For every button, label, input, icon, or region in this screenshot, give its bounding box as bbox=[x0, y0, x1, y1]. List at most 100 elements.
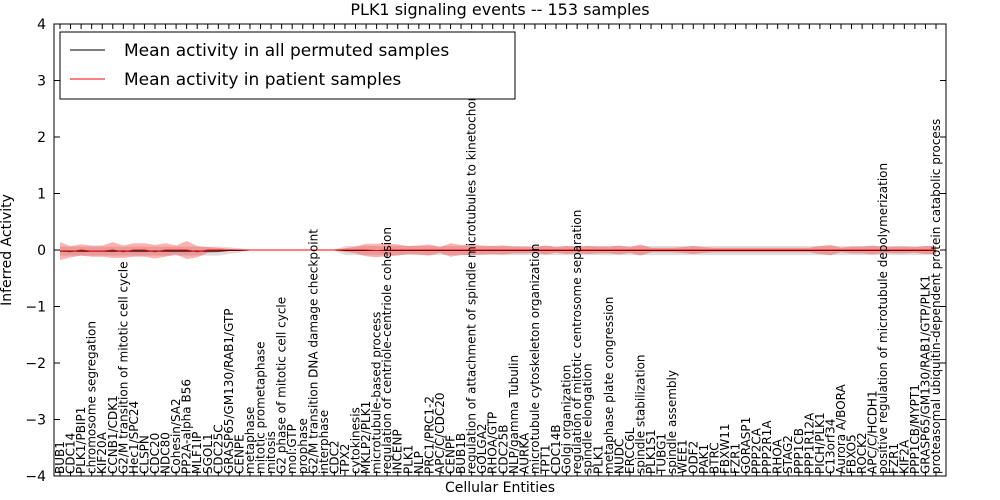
entity-label: CDC2 bbox=[327, 440, 341, 474]
entity-label: microtubule cytoskeleton organization bbox=[528, 244, 542, 474]
y-tick-label: −1 bbox=[25, 300, 46, 316]
chart-title: PLK1 signaling events -- 153 samples bbox=[350, 0, 649, 19]
entity-label: Hec1/SPC24 bbox=[127, 401, 141, 474]
entity-label: CLSPN bbox=[137, 435, 151, 474]
entity-label: NDC80 bbox=[159, 432, 173, 474]
entity-label: chromosome segregation bbox=[85, 321, 99, 474]
entity-label: KIF2A bbox=[897, 439, 911, 474]
entity-label: MLF1IP bbox=[190, 432, 204, 474]
entity-label: NLP/gamma Tubulin bbox=[507, 355, 521, 474]
legend-label-permuted: Mean activity in all permuted samples bbox=[124, 41, 449, 61]
entity-label: PLK1 bbox=[591, 445, 605, 474]
entity-label: PP2A-alpha B56 bbox=[180, 379, 194, 474]
entity-label: metaphase plate congression bbox=[602, 297, 616, 474]
entity-label: microtubule-based process bbox=[370, 312, 384, 474]
y-axis: −4 −3 −2 −1 0 1 2 3 4 bbox=[25, 17, 946, 485]
entity-label: G2 phase of mitotic cell cycle bbox=[275, 297, 289, 474]
entity-label: PPP2CA bbox=[750, 427, 764, 474]
entity-label: RHOA bbox=[771, 438, 785, 474]
y-tick-label: 0 bbox=[37, 243, 46, 259]
entity-label: AURKA bbox=[517, 432, 531, 474]
entity-label: regulation of attachment of spindle micr… bbox=[465, 89, 479, 474]
entity-label: regulation of centriole-centriole cohesi… bbox=[380, 227, 394, 474]
entity-label: spindle stabilization bbox=[633, 354, 647, 474]
series-line-permuted bbox=[60, 249, 936, 252]
entity-label: spindle elongation bbox=[581, 363, 595, 474]
entity-label: GORASP1 bbox=[739, 417, 753, 474]
entity-label: CCNB1/CDK1 bbox=[106, 395, 120, 474]
entity-label: PRC1/PRC1-2 bbox=[422, 396, 436, 474]
y-tick-label: 4 bbox=[37, 17, 46, 33]
entity-label: CDC14 bbox=[64, 433, 78, 474]
y-tick-label: −2 bbox=[25, 356, 46, 372]
entity-label: BTRC bbox=[707, 442, 721, 474]
entity-label: TUBG1 bbox=[655, 433, 669, 475]
entity-label: ODF2 bbox=[686, 441, 700, 474]
entity-label: mitosis bbox=[264, 431, 278, 474]
entity-label: PLK1/PBIP1 bbox=[74, 407, 88, 474]
entity-label: prophase bbox=[296, 418, 310, 474]
legend: Mean activity in all permuted samples Me… bbox=[59, 31, 516, 100]
entity-label: TPT1 bbox=[538, 444, 552, 475]
entity-label: GOLGA2 bbox=[475, 423, 489, 474]
y-tick-label: −4 bbox=[25, 469, 46, 485]
entity-label: MKLP2/PLK1 bbox=[359, 401, 373, 474]
entity-label: SGOL1 bbox=[201, 433, 215, 474]
entity-label: regulation of mitotic centrosome separat… bbox=[570, 210, 584, 474]
entity-label: spindle assembly bbox=[665, 370, 679, 474]
entity-label: proteasomal ubiquitin-dependent protein … bbox=[929, 119, 943, 474]
entity-label: PPP1CB bbox=[792, 428, 806, 474]
entity-label: CDC14B bbox=[549, 425, 563, 475]
entity-label: GRASP65/GM130/RAB1/GTP/PLK1 bbox=[918, 275, 932, 474]
entity-label: Cohesin/SA2 bbox=[169, 398, 183, 474]
entity-label: PLK1 bbox=[401, 445, 415, 474]
entity-label: G2/M transition DNA damage checkpoint bbox=[306, 229, 320, 474]
entity-label: CENPE bbox=[232, 434, 246, 474]
entity-label: mitotic prometaphase bbox=[254, 342, 268, 475]
series-lines bbox=[59, 249, 936, 253]
entity-label: FZR1 bbox=[728, 443, 742, 474]
entity-label: ERCC6L bbox=[623, 427, 637, 474]
entity-label: CDC20 bbox=[148, 433, 162, 474]
entity-label: metaphase bbox=[243, 407, 257, 474]
entity-label: positive regulation of microtubule depol… bbox=[876, 163, 890, 474]
entity-label: KIF20A bbox=[95, 431, 109, 474]
entity-label: PLK1S1 bbox=[644, 429, 658, 474]
entity-label: NLP bbox=[412, 451, 426, 474]
entity-label: FBXO5 bbox=[845, 434, 859, 474]
entity-label: APC/C/HCDH1 bbox=[866, 390, 880, 474]
y-axis-title: Inferred Activity bbox=[0, 194, 15, 306]
entity-label: PICH/PLK1 bbox=[813, 412, 827, 474]
entity-label: FZR1 bbox=[887, 443, 901, 474]
series-line-patient bbox=[59, 249, 936, 253]
entity-label: STAG2 bbox=[781, 435, 795, 474]
entity-label: FBXW11 bbox=[718, 424, 732, 475]
x-axis-title: Cellular Entities bbox=[445, 480, 555, 496]
entity-label: PPP1CB/MYPT1 bbox=[908, 384, 922, 474]
entity-label: CENPF bbox=[444, 435, 458, 474]
entity-label: INCENP bbox=[391, 429, 405, 474]
entity-label: BUB1 bbox=[53, 441, 67, 474]
legend-box bbox=[59, 31, 516, 100]
entity-label: mol:GTP bbox=[285, 424, 299, 474]
entity-label: BUB1B bbox=[454, 433, 468, 474]
entity-label: RHOA/GTP bbox=[486, 412, 500, 474]
y-tick-label: 1 bbox=[37, 187, 46, 203]
entity-label: G2/M transition of mitotic cell cycle bbox=[116, 261, 130, 474]
entity-label: CDC25B bbox=[496, 425, 510, 475]
entity-label: ROCK2 bbox=[855, 432, 869, 474]
entity-label: CDC25C bbox=[211, 424, 225, 474]
entity-label: APC/C/CDC20 bbox=[433, 392, 447, 474]
y-tick-label: 2 bbox=[37, 130, 46, 146]
entity-label: PAK1 bbox=[697, 444, 711, 474]
entity-label: PPP2R1A bbox=[760, 420, 774, 474]
entity-label: PPP1R12A bbox=[802, 412, 816, 474]
entity-label: interphase bbox=[317, 410, 331, 474]
entity-label: C13orf34 bbox=[823, 419, 837, 474]
entity-label: cytokinesis bbox=[349, 407, 363, 474]
entity-label: NUDC bbox=[612, 439, 626, 474]
entity-label: Aurora A/BORA bbox=[834, 384, 848, 474]
